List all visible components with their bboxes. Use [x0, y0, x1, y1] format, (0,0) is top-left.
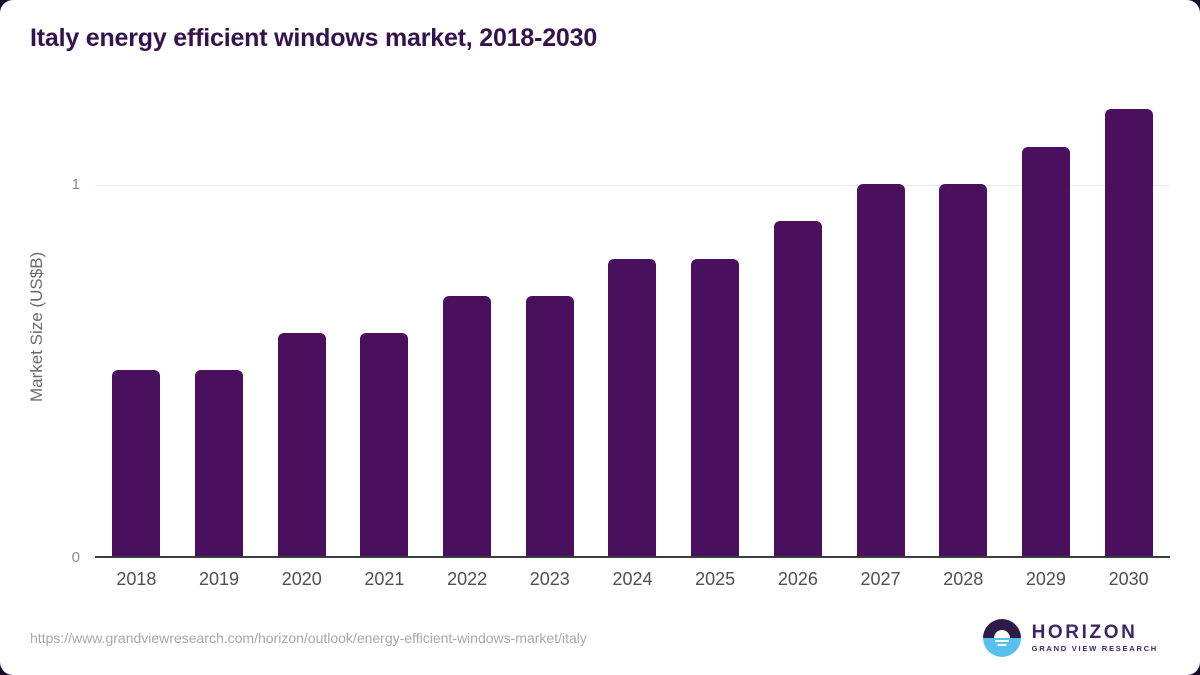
bar-2026[interactable]	[773, 221, 822, 557]
chart-title: Italy energy efficient windows market, 2…	[30, 24, 598, 52]
horizon-line-icon	[997, 644, 1007, 646]
bar-column-2020	[260, 333, 343, 557]
x-tick-label-2029: 2029	[1025, 569, 1066, 589]
bar-2029[interactable]	[1021, 147, 1070, 557]
bar-2024[interactable]	[608, 259, 657, 557]
x-tick-label-2023: 2023	[529, 569, 570, 589]
logo-subbrand: GRAND VIEW RESEARCH	[1031, 644, 1158, 654]
bar-2019[interactable]	[195, 370, 244, 557]
bar-2023[interactable]	[525, 296, 574, 557]
plot-area	[95, 100, 1170, 558]
bar-column-2030	[1087, 109, 1170, 557]
bar-2025[interactable]	[691, 259, 740, 557]
x-tick-label-2021: 2021	[364, 569, 405, 589]
horizon-logo[interactable]: HORIZON GRAND VIEW RESEARCH	[982, 619, 1158, 657]
x-tick-label-2028: 2028	[943, 569, 984, 589]
bar-2027[interactable]	[856, 184, 905, 557]
logo-brand: HORIZON	[1031, 622, 1138, 644]
x-tick-label-2027: 2027	[860, 569, 901, 589]
x-tick-label-2020: 2020	[281, 569, 322, 589]
x-axis-line	[95, 556, 1170, 558]
bar-column-2018	[95, 370, 178, 557]
bar-2028[interactable]	[939, 184, 988, 557]
gridline-1	[95, 185, 1170, 186]
x-axis-labels: 2018 2019 2020 2021 2022 2023 2024 2025 2026 2027…	[95, 569, 1170, 590]
y-tick-label-0: 0	[71, 549, 80, 566]
bar-column-2028	[922, 184, 1005, 557]
bar-column-2021	[343, 333, 426, 557]
bar-column-2025	[674, 259, 757, 557]
logo-text: HORIZON GRAND VIEW RESEARCH	[1032, 623, 1158, 653]
bar-2030[interactable]	[1104, 109, 1153, 557]
bar-2022[interactable]	[443, 296, 492, 557]
x-tick-label-2022: 2022	[447, 569, 488, 589]
bars-container	[95, 100, 1170, 557]
x-tick-label-2024: 2024	[612, 569, 653, 589]
x-tick-label-2030: 2030	[1108, 569, 1149, 589]
y-axis-title: Market Size (US$B)	[27, 251, 46, 402]
horizon-line-icon	[994, 640, 1009, 642]
bar-column-2026	[757, 221, 840, 557]
x-tick-label-2026: 2026	[777, 569, 818, 589]
bar-column-2027	[839, 184, 922, 557]
x-tick-label-2025: 2025	[695, 569, 736, 589]
bar-column-2024	[591, 259, 674, 557]
bar-2018[interactable]	[112, 370, 161, 557]
horizon-logo-icon	[982, 619, 1021, 657]
x-tick-label-2019: 2019	[199, 569, 240, 589]
sun-dome-icon	[993, 630, 1010, 638]
bar-2021[interactable]	[360, 333, 409, 557]
x-tick-label-2018: 2018	[116, 569, 157, 589]
bar-2020[interactable]	[277, 333, 326, 557]
y-tick-label-1: 1	[71, 176, 80, 193]
bar-column-2029	[1005, 147, 1088, 557]
source-url[interactable]: https://www.grandviewresearch.com/horizo…	[30, 630, 587, 646]
bar-column-2023	[508, 296, 591, 557]
bar-column-2019	[178, 370, 261, 557]
bar-column-2022	[426, 296, 509, 557]
